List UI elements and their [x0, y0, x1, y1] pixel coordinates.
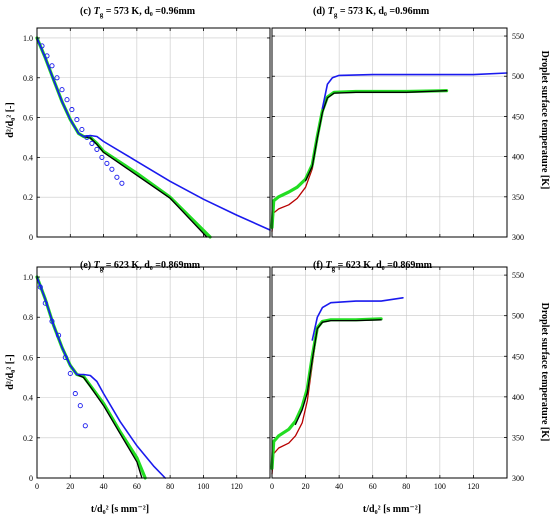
- panel-c-series: [35, 36, 271, 239]
- data-point: [94, 146, 100, 152]
- y-axis-label-top-left: d²/d₀² [-]: [5, 102, 16, 137]
- data-point: [69, 107, 75, 113]
- panel-e-frame: [36, 266, 271, 479]
- data-point: [39, 43, 45, 49]
- x-tick-label: 20: [66, 482, 74, 491]
- y-axis-label-bottom-right: Droplet surface temperature [K]: [539, 303, 550, 442]
- y-tick-label: 1.0: [23, 34, 33, 43]
- series-line-2: [36, 37, 271, 231]
- data-point: [72, 391, 78, 397]
- panel-d-frame: [271, 27, 508, 238]
- data-point: [67, 370, 73, 377]
- panel-e-ticks: 0 0.2 0.4 0.6 0.8 1.0 0 20 40 60 80 100 120: [23, 267, 270, 491]
- panel-c: 0 0.2 0.4 0.6 0.8 1.0 (c) Tg = 573 K, d₀ =0.9…: [23, 6, 271, 242]
- series-line-2: [304, 90, 448, 182]
- y-tick-label: 350: [512, 433, 524, 442]
- panel-d-title: (d) Tg = 573 K, d₀ =0.96mm: [313, 6, 430, 19]
- y-tick-label: 0.6: [23, 114, 33, 123]
- data-point: [84, 134, 90, 141]
- data-point: [62, 354, 68, 360]
- x-tick-label: 100: [197, 482, 209, 491]
- data-point: [82, 423, 88, 429]
- panel-e: 0 0.2 0.4 0.6 0.8 1.0 0 20 40 60 80 100 120 (e) Tg =…: [23, 260, 271, 491]
- panel-d-grid: [272, 28, 507, 237]
- x-tick-label: 40: [335, 482, 343, 491]
- y-tick-label: 1.0: [23, 273, 33, 282]
- panel-f: 300 350 400 450 500 550 0 20 40 60 80 100 120 (f) Tg…: [270, 260, 524, 491]
- panel-d-series: [270, 72, 508, 233]
- x-tick-label: 120: [467, 482, 479, 491]
- panel-c-title: (c) Tg = 573 K, d₀ =0.96mm: [80, 6, 196, 19]
- series-line-3: [321, 72, 508, 110]
- panel-c-frame: [36, 27, 271, 238]
- data-point: [49, 63, 55, 69]
- panel-f-series: [270, 297, 404, 475]
- x-tick-label: 80: [166, 482, 174, 491]
- x-tick-label: 40: [100, 482, 108, 491]
- data-point: [56, 332, 62, 338]
- series-line-3: [311, 297, 404, 341]
- x-tick-label: 60: [369, 482, 377, 491]
- x-tick-label: 20: [302, 482, 310, 491]
- y-tick-label: 500: [512, 312, 524, 321]
- panel-e-grid: [37, 267, 270, 478]
- y-axis-label-bottom-left: d²/d₀² [-]: [5, 354, 16, 389]
- series-line-2: [294, 319, 382, 426]
- y-tick-label: 300: [512, 233, 524, 242]
- data-point: [99, 154, 105, 160]
- x-axis-label-left: t/d₀² [s mm⁻²]: [91, 504, 149, 515]
- data-point: [64, 97, 70, 103]
- y-tick-label: 400: [512, 153, 524, 162]
- x-tick-label: 0: [35, 482, 39, 491]
- data-point: [54, 75, 60, 81]
- x-tick-label: 60: [133, 482, 141, 491]
- panel-f-frame: [271, 266, 508, 479]
- panel-f-ticks: 300 350 400 450 500 550 0 20 40 60 80 100 120: [270, 267, 524, 491]
- y-tick-label: 0.8: [23, 74, 33, 83]
- x-tick-label: 100: [434, 482, 446, 491]
- x-tick-label: 80: [402, 482, 410, 491]
- y-tick-label: 0: [29, 474, 33, 483]
- y-tick-label: 0.4: [23, 394, 33, 403]
- data-point: [77, 403, 83, 409]
- x-axis-label-right: t/d₀² [s mm⁻²]: [363, 504, 421, 515]
- y-tick-label: 0.4: [23, 153, 33, 162]
- panel-f-title: (f) Tg = 623 K, d₀ =0.869mm: [313, 260, 433, 273]
- data-point: [59, 87, 65, 93]
- data-point: [109, 166, 115, 172]
- y-tick-label: 0.2: [23, 193, 33, 202]
- y-tick-label: 350: [512, 193, 524, 202]
- y-tick-label: 0.6: [23, 353, 33, 362]
- data-point: [104, 160, 110, 166]
- y-tick-label: 400: [512, 393, 524, 402]
- data-point: [89, 140, 95, 146]
- y-tick-label: 0.2: [23, 434, 33, 443]
- y-tick-label: 300: [512, 474, 524, 483]
- y-tick-label: 0: [29, 233, 33, 242]
- data-point: [44, 53, 50, 59]
- series-line-2: [36, 276, 166, 479]
- data-point: [37, 284, 43, 290]
- y-axis-label-top-right: Droplet surface temperature [K]: [539, 51, 550, 190]
- panel-e-title: (e) Tg = 623 K, d₀ =0.869mm: [80, 260, 201, 273]
- panel-d: 300 350 400 450 500 550 (d) Tg = 573 K, d₀ =0…: [270, 6, 524, 242]
- y-tick-label: 450: [512, 112, 524, 121]
- y-tick-label: 550: [512, 271, 524, 280]
- data-point: [79, 126, 85, 133]
- panel-e-series: [35, 275, 166, 480]
- y-tick-label: 550: [512, 32, 524, 41]
- panel-c-ticks: 0 0.2 0.4 0.6 0.8 1.0: [23, 28, 270, 242]
- panel-d-ticks: 300 350 400 450 500 550: [271, 28, 524, 242]
- data-point: [119, 180, 125, 186]
- x-tick-label: 120: [231, 482, 243, 491]
- data-point: [42, 300, 48, 306]
- y-tick-label: 500: [512, 72, 524, 81]
- x-tick-label: 0: [270, 482, 274, 491]
- y-tick-label: 0.8: [23, 313, 33, 322]
- data-point: [74, 117, 80, 123]
- data-point: [49, 318, 55, 324]
- data-point: [114, 174, 120, 180]
- y-tick-label: 450: [512, 352, 524, 361]
